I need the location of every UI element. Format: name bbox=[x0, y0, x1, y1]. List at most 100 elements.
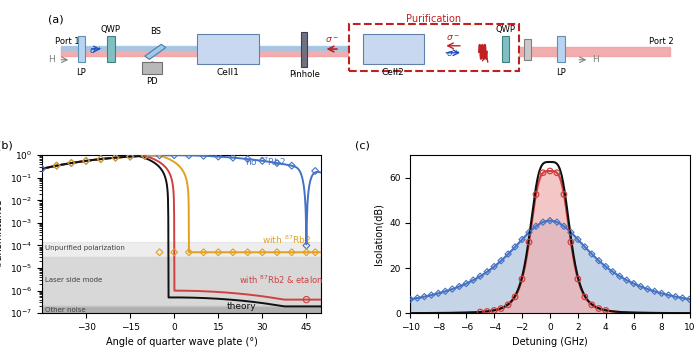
Text: PD: PD bbox=[146, 77, 158, 86]
Point bbox=[51, 163, 62, 168]
Bar bbox=[502, 36, 510, 62]
Text: H: H bbox=[48, 55, 55, 64]
X-axis label: Angle of quarter wave plate (°): Angle of quarter wave plate (°) bbox=[106, 337, 258, 347]
Point bbox=[257, 158, 268, 164]
Point bbox=[538, 219, 549, 225]
Bar bbox=[524, 39, 531, 60]
Point bbox=[405, 296, 416, 302]
Point bbox=[110, 155, 121, 161]
Text: $\sigma^+$: $\sigma^+$ bbox=[89, 44, 103, 56]
Point bbox=[95, 156, 106, 162]
Point bbox=[670, 294, 681, 300]
Y-axis label: Transmittance: Transmittance bbox=[0, 199, 4, 269]
Point bbox=[489, 264, 500, 269]
Point bbox=[95, 156, 106, 162]
Point bbox=[272, 160, 283, 166]
Point bbox=[154, 249, 165, 255]
Bar bbox=[42, 257, 321, 306]
Point bbox=[607, 269, 618, 275]
Text: Other noise: Other noise bbox=[45, 307, 85, 313]
Point bbox=[663, 292, 674, 298]
Point bbox=[454, 284, 465, 289]
Text: H: H bbox=[592, 55, 599, 64]
Point bbox=[552, 219, 563, 225]
Text: (b): (b) bbox=[0, 141, 13, 151]
Point bbox=[531, 192, 542, 197]
Point bbox=[489, 307, 500, 313]
Point bbox=[496, 258, 507, 264]
Point bbox=[169, 249, 180, 255]
Text: $\sigma^-$: $\sigma^-$ bbox=[325, 35, 339, 45]
Point bbox=[586, 302, 597, 308]
Point bbox=[642, 286, 653, 292]
Point bbox=[545, 168, 556, 174]
Point bbox=[593, 258, 604, 264]
Point bbox=[257, 249, 268, 255]
Point bbox=[545, 218, 556, 224]
Point bbox=[496, 306, 507, 311]
Bar bbox=[301, 32, 307, 67]
Bar bbox=[142, 62, 162, 74]
Point bbox=[440, 288, 451, 294]
Point bbox=[635, 284, 646, 289]
Point bbox=[183, 153, 195, 158]
Point bbox=[301, 243, 312, 248]
Point bbox=[517, 237, 528, 242]
Point bbox=[154, 153, 165, 158]
Point bbox=[579, 294, 590, 300]
Point bbox=[412, 295, 423, 301]
Point bbox=[593, 306, 604, 311]
Point bbox=[482, 309, 493, 314]
Point bbox=[656, 291, 667, 296]
Point bbox=[242, 156, 253, 162]
Point bbox=[66, 160, 77, 166]
Bar bbox=[62, 47, 670, 57]
Point bbox=[110, 155, 121, 161]
Text: (a): (a) bbox=[48, 14, 64, 24]
Point bbox=[566, 239, 577, 245]
Point bbox=[169, 152, 180, 158]
Point bbox=[649, 288, 660, 294]
Point bbox=[677, 295, 688, 301]
Point bbox=[614, 273, 625, 279]
Point bbox=[621, 277, 632, 283]
Bar bbox=[42, 242, 321, 257]
Point bbox=[183, 249, 195, 255]
Point bbox=[524, 229, 535, 235]
Point bbox=[286, 163, 297, 168]
Bar bbox=[197, 34, 259, 64]
Point bbox=[475, 309, 486, 315]
Point bbox=[559, 224, 570, 229]
Text: LP: LP bbox=[556, 68, 566, 77]
Bar bbox=[78, 36, 85, 62]
Text: Port 1: Port 1 bbox=[55, 37, 80, 46]
Point bbox=[503, 251, 514, 257]
Text: BS: BS bbox=[150, 27, 161, 36]
Point bbox=[125, 154, 136, 159]
Point bbox=[503, 302, 514, 308]
Point bbox=[559, 192, 570, 197]
Bar bbox=[42, 306, 321, 313]
Point bbox=[566, 229, 577, 235]
Point bbox=[242, 249, 253, 255]
Polygon shape bbox=[145, 44, 166, 59]
Point bbox=[125, 154, 136, 159]
Text: QWP: QWP bbox=[101, 25, 120, 34]
Point bbox=[419, 294, 430, 300]
Point bbox=[482, 269, 493, 275]
Point bbox=[524, 239, 535, 245]
Point bbox=[510, 244, 521, 250]
Point bbox=[510, 294, 521, 300]
Point bbox=[309, 249, 321, 255]
Point bbox=[66, 160, 77, 166]
Point bbox=[198, 249, 209, 255]
Point bbox=[51, 163, 62, 168]
Point bbox=[36, 166, 48, 172]
Point bbox=[426, 292, 437, 298]
Point bbox=[573, 276, 584, 282]
Bar bbox=[62, 46, 359, 50]
Point bbox=[468, 277, 479, 283]
Point bbox=[552, 170, 563, 176]
Point bbox=[309, 168, 321, 174]
Point bbox=[531, 224, 542, 229]
